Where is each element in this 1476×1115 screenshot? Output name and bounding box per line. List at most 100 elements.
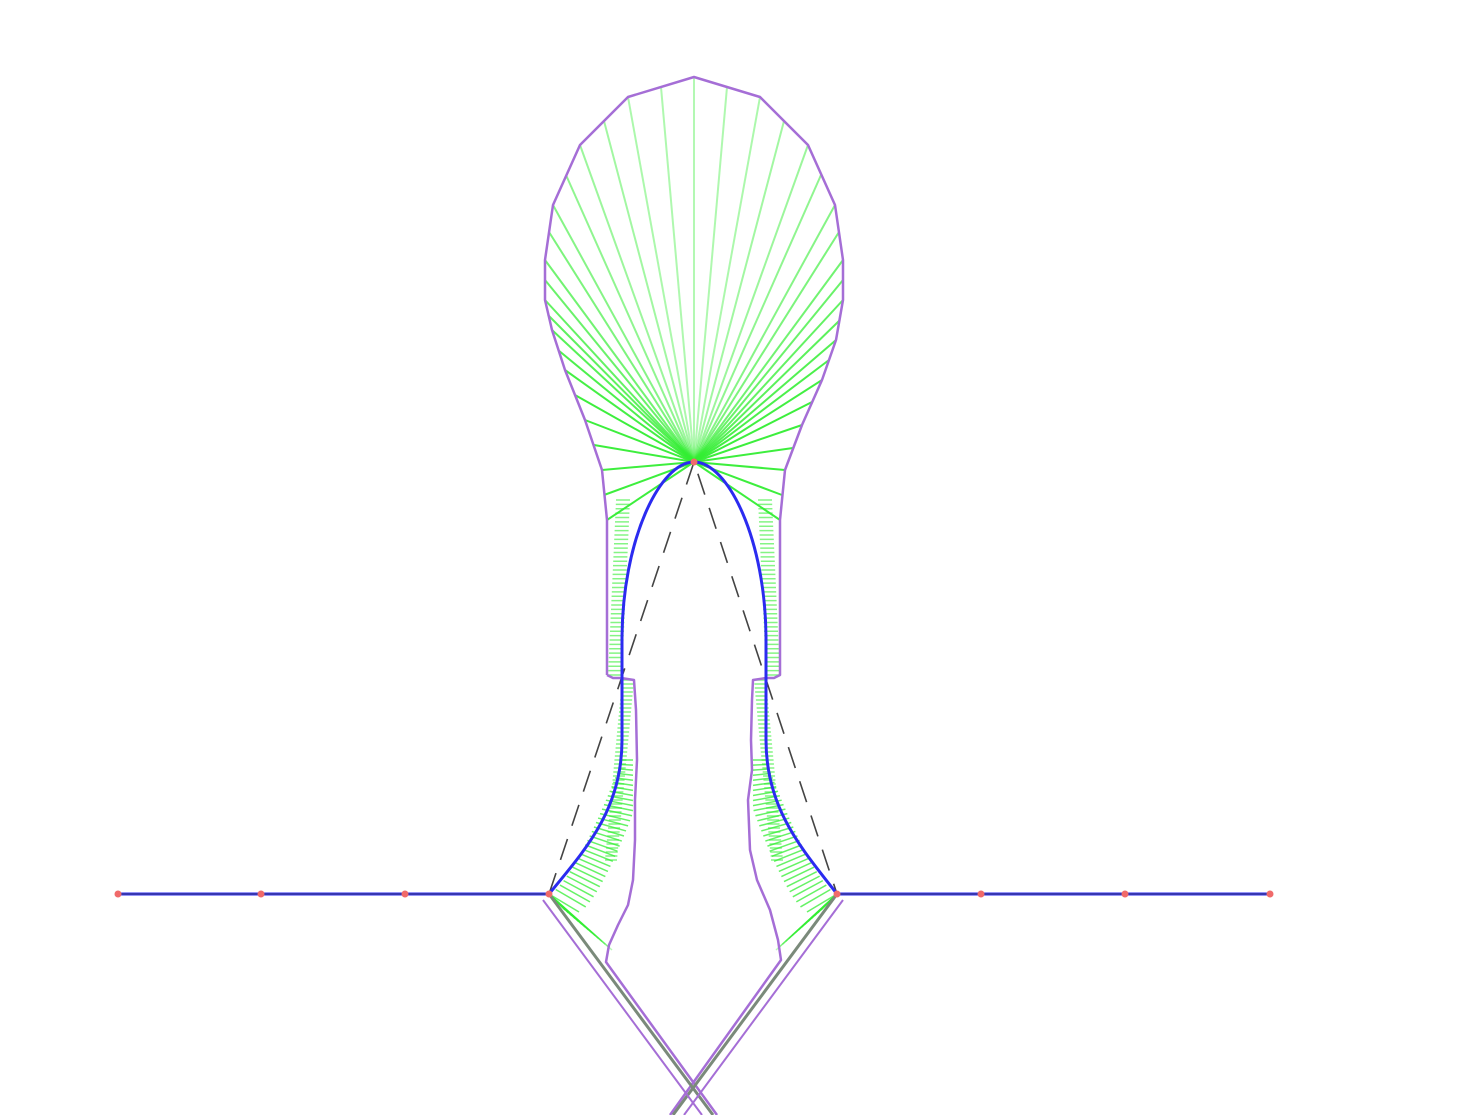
normal-ray (752, 768, 770, 771)
normal-ray (574, 394, 695, 463)
normal-ray (606, 461, 695, 521)
normal-ray (555, 888, 587, 908)
normal-ray (752, 763, 768, 766)
normal-ray (569, 870, 601, 888)
normal-ray (789, 875, 821, 893)
normal-ray (693, 299, 844, 463)
normal-ray (582, 848, 614, 863)
lower-diagonal-right-outer (683, 899, 844, 1115)
normal-ray (767, 835, 798, 847)
normal-ray (544, 299, 695, 463)
normal-ray (564, 369, 695, 463)
normal-ray (548, 231, 695, 463)
normal-ray (693, 461, 781, 521)
normal-ray (579, 144, 695, 463)
normal-ray (693, 231, 840, 463)
normal-ray (791, 893, 838, 937)
main-curve (547, 460, 839, 895)
normal-ray (693, 259, 844, 463)
normal-ray (693, 174, 822, 463)
control-point (977, 890, 985, 898)
normal-ray (778, 893, 838, 948)
control-point (257, 890, 265, 898)
normal-ray (781, 862, 812, 878)
normal-ray (559, 884, 591, 903)
normal-ray (693, 144, 809, 463)
normal-ray (587, 839, 618, 852)
normal-ray (806, 893, 838, 913)
normal-ray (792, 879, 824, 898)
normal-ray (693, 204, 836, 463)
lower-diagonal-left-outer (542, 899, 703, 1115)
lower-diagonal-right (671, 893, 839, 1115)
normal-ray (771, 844, 803, 857)
normal-ray (589, 835, 620, 847)
normal-ray (627, 96, 695, 463)
normal-ray (785, 893, 838, 942)
normal-ray (788, 893, 838, 940)
normal-ray (548, 893, 600, 940)
normal-ray (769, 839, 800, 852)
normal-ray (775, 893, 838, 951)
normal-ray (776, 853, 807, 868)
normal-ray (693, 279, 844, 463)
normal-ray (548, 893, 610, 948)
control-point (401, 890, 409, 898)
normal-ray (781, 893, 838, 945)
lower-diagonal-left (547, 893, 715, 1115)
normal-ray (693, 401, 813, 463)
control-point (1121, 890, 1129, 898)
normal-ray (601, 461, 695, 471)
normal-ray (783, 866, 815, 883)
normal-ray (693, 424, 803, 463)
normal-ray (693, 339, 837, 463)
normal-ray (593, 444, 695, 463)
normal-ray (786, 870, 818, 888)
normal-ray (551, 329, 695, 463)
normal-ray (565, 174, 695, 463)
normal-ray (577, 857, 609, 873)
normal-ray (580, 853, 611, 868)
control-point (114, 890, 122, 898)
normal-ray (765, 830, 796, 842)
normal-ray (584, 844, 616, 857)
normal-ray (548, 893, 596, 937)
control-point (545, 890, 553, 898)
normal-ray (544, 259, 695, 463)
control-points (114, 458, 1274, 898)
normal-ray (584, 419, 695, 463)
normal-ray (693, 120, 785, 463)
normal-ray (557, 349, 695, 463)
normal-ray (778, 857, 810, 873)
normal-ray (693, 359, 830, 463)
normal-ray (693, 461, 786, 471)
normal-ray (572, 866, 603, 883)
normal-ray (548, 893, 580, 913)
offset-boundary-outline (543, 75, 845, 1115)
normal-rays (544, 77, 844, 951)
normal-ray (563, 879, 594, 898)
normal-ray (660, 86, 695, 463)
normal-ray (603, 120, 695, 463)
normal-ray (620, 763, 634, 766)
normal-ray (548, 893, 606, 945)
normal-ray (693, 447, 794, 463)
normal-ray (544, 279, 695, 463)
control-polygon (548, 459, 838, 895)
normal-ray (552, 204, 695, 463)
control-point (833, 890, 841, 898)
normal-ray (693, 319, 841, 463)
normal-ray (795, 884, 827, 903)
normal-ray (547, 314, 695, 463)
normal-ray (693, 86, 728, 463)
normal-ray (548, 893, 603, 942)
control-point (1266, 890, 1274, 898)
normal-ray (693, 379, 823, 463)
normal-ray (548, 893, 613, 951)
normal-ray (566, 875, 598, 893)
normal-ray (800, 888, 831, 908)
normal-ray (693, 96, 761, 463)
normal-ray (575, 862, 606, 878)
control-point (690, 458, 698, 466)
